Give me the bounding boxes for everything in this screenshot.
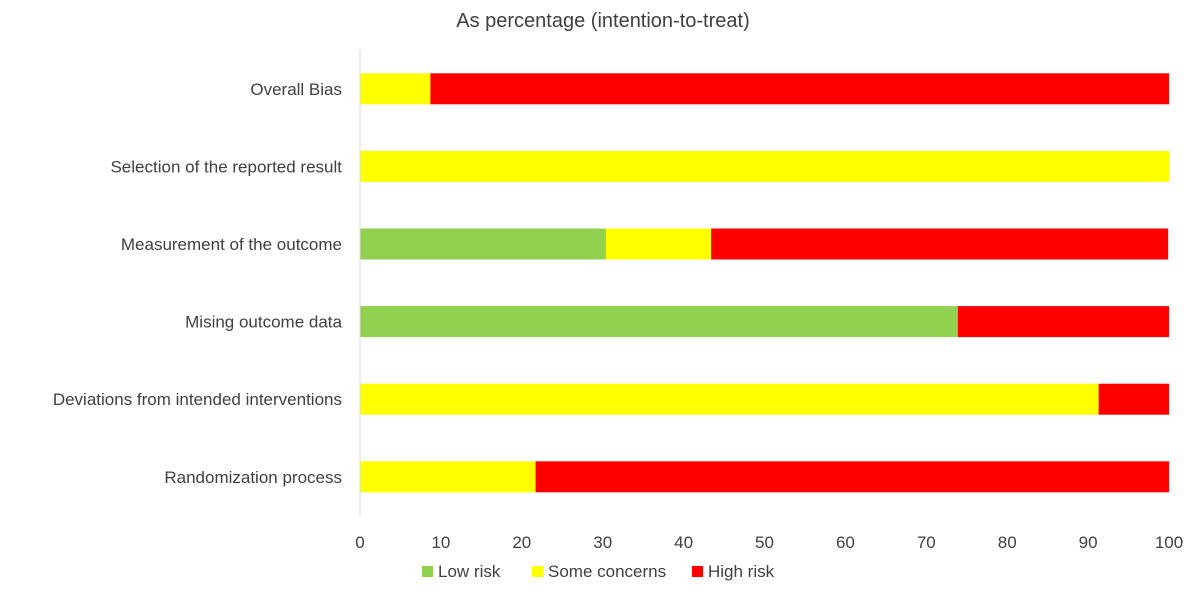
x-tick-50: 50 [755, 533, 774, 552]
bar-overall-bias-high-risk [430, 73, 1169, 105]
bar-overall-bias-some-concerns [360, 73, 431, 105]
x-tick-100: 100 [1155, 533, 1183, 552]
legend-item-low-risk: Low risk [422, 562, 501, 581]
category-label-selection-of-the-reported-result: Selection of the reported result [110, 157, 342, 176]
legend-item-some-concerns: Some concerns [532, 562, 666, 581]
category-labels: Overall Bias Selection of the reported re… [53, 80, 343, 487]
x-tick-10: 10 [431, 533, 450, 552]
bar-mising-outcome-data-high-risk [957, 306, 1169, 338]
bar-deviations-from-intended-interventions-high-risk [1098, 383, 1169, 415]
legend-swatch-low-risk [422, 566, 433, 577]
legend-label-some-concerns: Some concerns [548, 562, 666, 581]
category-label-deviations-from-intended-interventions: Deviations from intended interventions [53, 390, 342, 409]
x-tick-labels: 0 10 20 30 40 50 60 70 80 90 100 [355, 533, 1183, 552]
x-tick-80: 80 [998, 533, 1017, 552]
bar-measurement-of-the-outcome-some-concerns [605, 228, 712, 260]
category-label-randomization-process: Randomization process [164, 468, 342, 487]
legend-label-high-risk: High risk [708, 562, 775, 581]
legend-item-high-risk: High risk [692, 562, 775, 581]
bar-measurement-of-the-outcome-high-risk [711, 228, 1169, 260]
x-tick-30: 30 [593, 533, 612, 552]
legend-label-low-risk: Low risk [438, 562, 501, 581]
x-tick-70: 70 [917, 533, 936, 552]
x-tick-20: 20 [512, 533, 531, 552]
x-tick-40: 40 [674, 533, 693, 552]
legend-swatch-high-risk [692, 566, 703, 577]
x-tick-60: 60 [836, 533, 855, 552]
x-tick-90: 90 [1079, 533, 1098, 552]
chart-title: As percentage (intention-to-treat) [456, 10, 750, 32]
bar-deviations-from-intended-interventions-some-concerns [360, 383, 1099, 415]
category-label-measurement-of-the-outcome: Measurement of the outcome [121, 235, 342, 254]
x-tick-0: 0 [355, 533, 364, 552]
bar-measurement-of-the-outcome-low-risk [360, 228, 606, 260]
legend: Low risk Some concerns High risk [422, 562, 775, 581]
category-label-overall-bias: Overall Bias [250, 80, 342, 99]
bar-randomization-process-high-risk [535, 461, 1169, 493]
bars-group [360, 73, 1169, 493]
legend-swatch-some-concerns [532, 566, 543, 577]
bar-mising-outcome-data-low-risk [360, 306, 958, 338]
category-label-mising-outcome-data: Mising outcome data [185, 313, 342, 332]
bar-randomization-process-some-concerns [360, 461, 536, 493]
bar-selection-of-the-reported-result-some-concerns [360, 150, 1169, 182]
